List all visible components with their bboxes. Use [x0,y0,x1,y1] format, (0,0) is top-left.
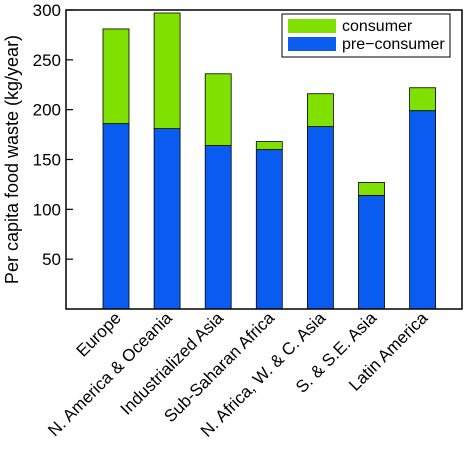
bar-preconsumer [306,126,334,310]
y-tick-label: 150 [33,151,61,170]
legend-label: consumer [342,18,413,35]
plot-frame [65,9,463,310]
y-axis-title-group: Per capita food waste (kg/year) [2,35,22,284]
legend-label: pre−consumer [342,36,445,53]
y-ticks: 50 100 150 200 250 300 [33,1,73,269]
legend-swatch [288,37,336,51]
y-axis-title: Per capita food waste (kg/year) [2,35,22,284]
bar-consumer [204,73,232,146]
bar-consumer [409,87,437,112]
bar-consumer [255,141,283,150]
bar-consumer [153,12,181,130]
legend-swatch [288,19,336,33]
y-tick-label: 100 [33,200,61,219]
bar-preconsumer [102,123,130,310]
y-tick-label: 250 [33,51,61,70]
bar-preconsumer [409,110,437,310]
bar-preconsumer [153,128,181,310]
y-tick-label: 200 [33,101,61,120]
bars [102,12,437,310]
bar-consumer [102,28,130,125]
y-tick-label: 50 [42,250,61,269]
bar-preconsumer [204,145,232,310]
bar-preconsumer [358,194,385,310]
bar-consumer [306,93,334,128]
bar-consumer [358,182,385,196]
y-tick-label: 300 [33,1,61,20]
bar-preconsumer [255,149,283,310]
